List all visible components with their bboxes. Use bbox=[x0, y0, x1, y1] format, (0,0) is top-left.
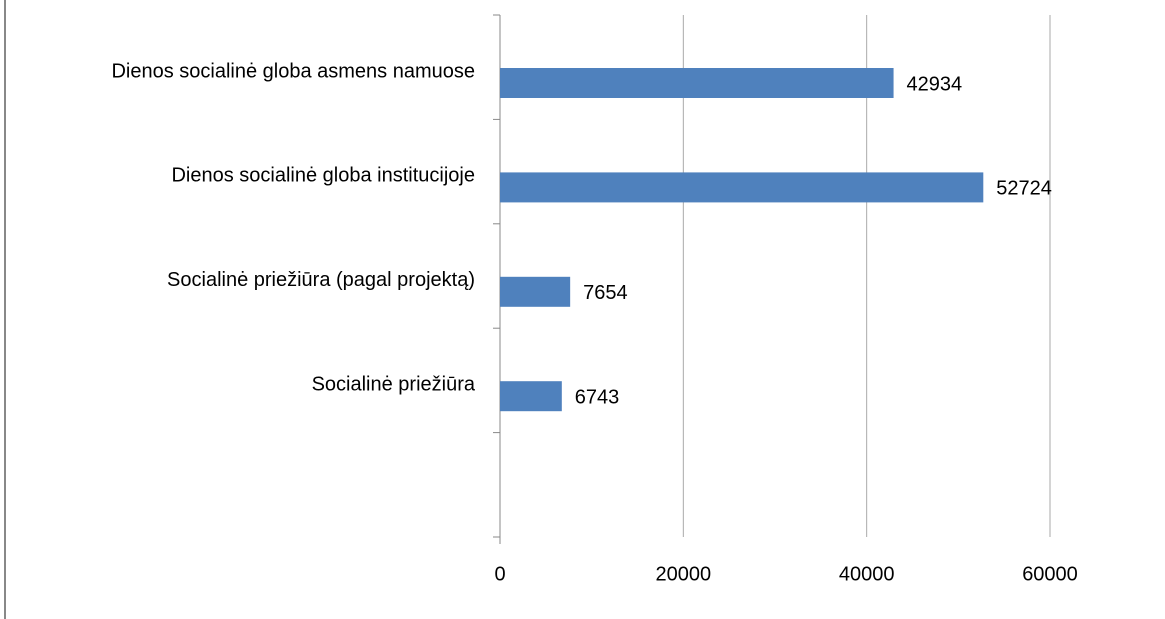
x-tick-label: 60000 bbox=[1022, 563, 1078, 585]
bar bbox=[500, 68, 894, 98]
x-tick-label: 0 bbox=[494, 563, 505, 585]
bar bbox=[500, 172, 984, 203]
value-label: 6743 bbox=[575, 386, 620, 408]
bar bbox=[500, 276, 571, 307]
y-tick-label: Dienos socialinė globa institucijoje bbox=[171, 165, 475, 187]
x-tick-label: 20000 bbox=[656, 563, 712, 585]
value-label: 7654 bbox=[583, 282, 628, 304]
y-tick-label: Socialinė priežiūra (pagal projektą) bbox=[167, 269, 475, 291]
value-label: 42934 bbox=[907, 73, 963, 95]
x-tick-label: 40000 bbox=[839, 563, 895, 585]
bar bbox=[500, 381, 562, 412]
y-tick-label: Dienos socialinė globa asmens namuose bbox=[111, 60, 475, 82]
value-label: 52724 bbox=[996, 178, 1052, 200]
y-tick-label: Socialinė priežiūra bbox=[312, 373, 476, 395]
